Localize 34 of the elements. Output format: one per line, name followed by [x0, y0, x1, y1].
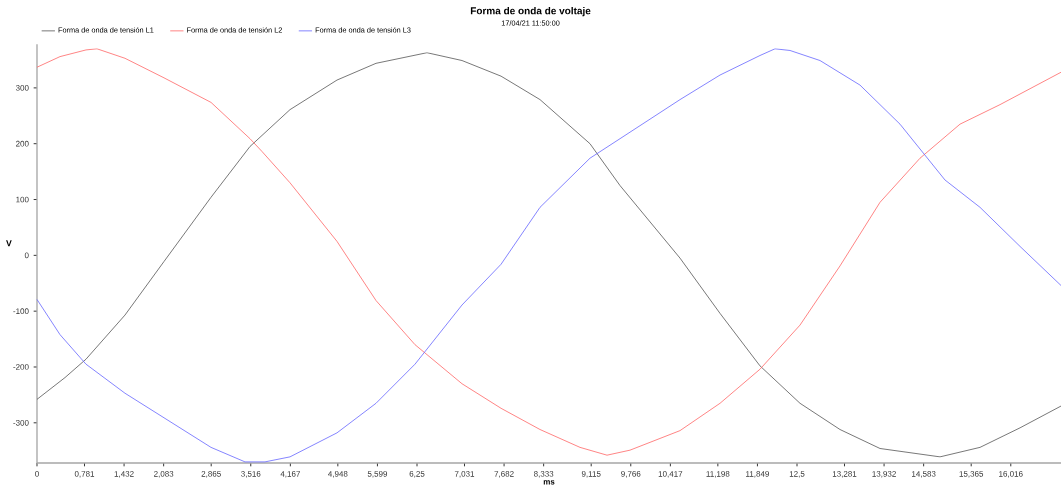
x-tick-label: 7,031: [454, 471, 475, 478]
x-tick-label: 11,198: [706, 471, 730, 478]
y-tick-label: 100: [16, 196, 29, 203]
x-tick-label: 5,599: [367, 471, 388, 478]
x-tick-label: 9,115: [581, 471, 601, 478]
x-tick-label: 0,781: [74, 471, 95, 478]
x-tick-label: 6,25: [409, 471, 425, 478]
x-tick-label: 12,5: [789, 471, 805, 478]
y-tick-label: 0: [24, 252, 29, 259]
x-axis-title: ms: [543, 480, 555, 485]
x-tick-label: 7,682: [494, 471, 514, 478]
x-tick-label: 0: [35, 471, 39, 477]
x-tick-label: 14,583: [912, 471, 936, 478]
x-tick-label: 13,281: [832, 471, 857, 478]
y-axis-title: V: [6, 240, 12, 247]
y-tick-label: 200: [16, 140, 29, 147]
y-tick-label: -200: [13, 364, 29, 370]
x-tick-label: 8,333: [534, 471, 554, 478]
x-tick-label: 11,849: [746, 471, 769, 478]
y-tick-label: 300: [15, 85, 29, 91]
x-tick-label: 4,167: [280, 471, 300, 478]
chart-title: Forma de onda de voltaje: [470, 7, 591, 17]
x-tick-label: 16,016: [999, 471, 1023, 478]
x-tick-label: 9,766: [621, 471, 641, 478]
y-tick-label: -100: [13, 308, 29, 314]
x-tick-label: 15,365: [959, 471, 984, 478]
x-tick-label: 4,948: [328, 471, 348, 478]
x-tick-label: 10,417: [658, 471, 683, 478]
y-tick-label: -300: [13, 419, 29, 426]
x-tick-label: 1,432: [114, 471, 134, 478]
x-tick-label: 2,083: [154, 471, 174, 478]
x-tick-label: 13,932: [872, 471, 896, 478]
x-tick-label: 2,865: [201, 471, 221, 478]
x-tick-label: 3,516: [241, 471, 261, 478]
